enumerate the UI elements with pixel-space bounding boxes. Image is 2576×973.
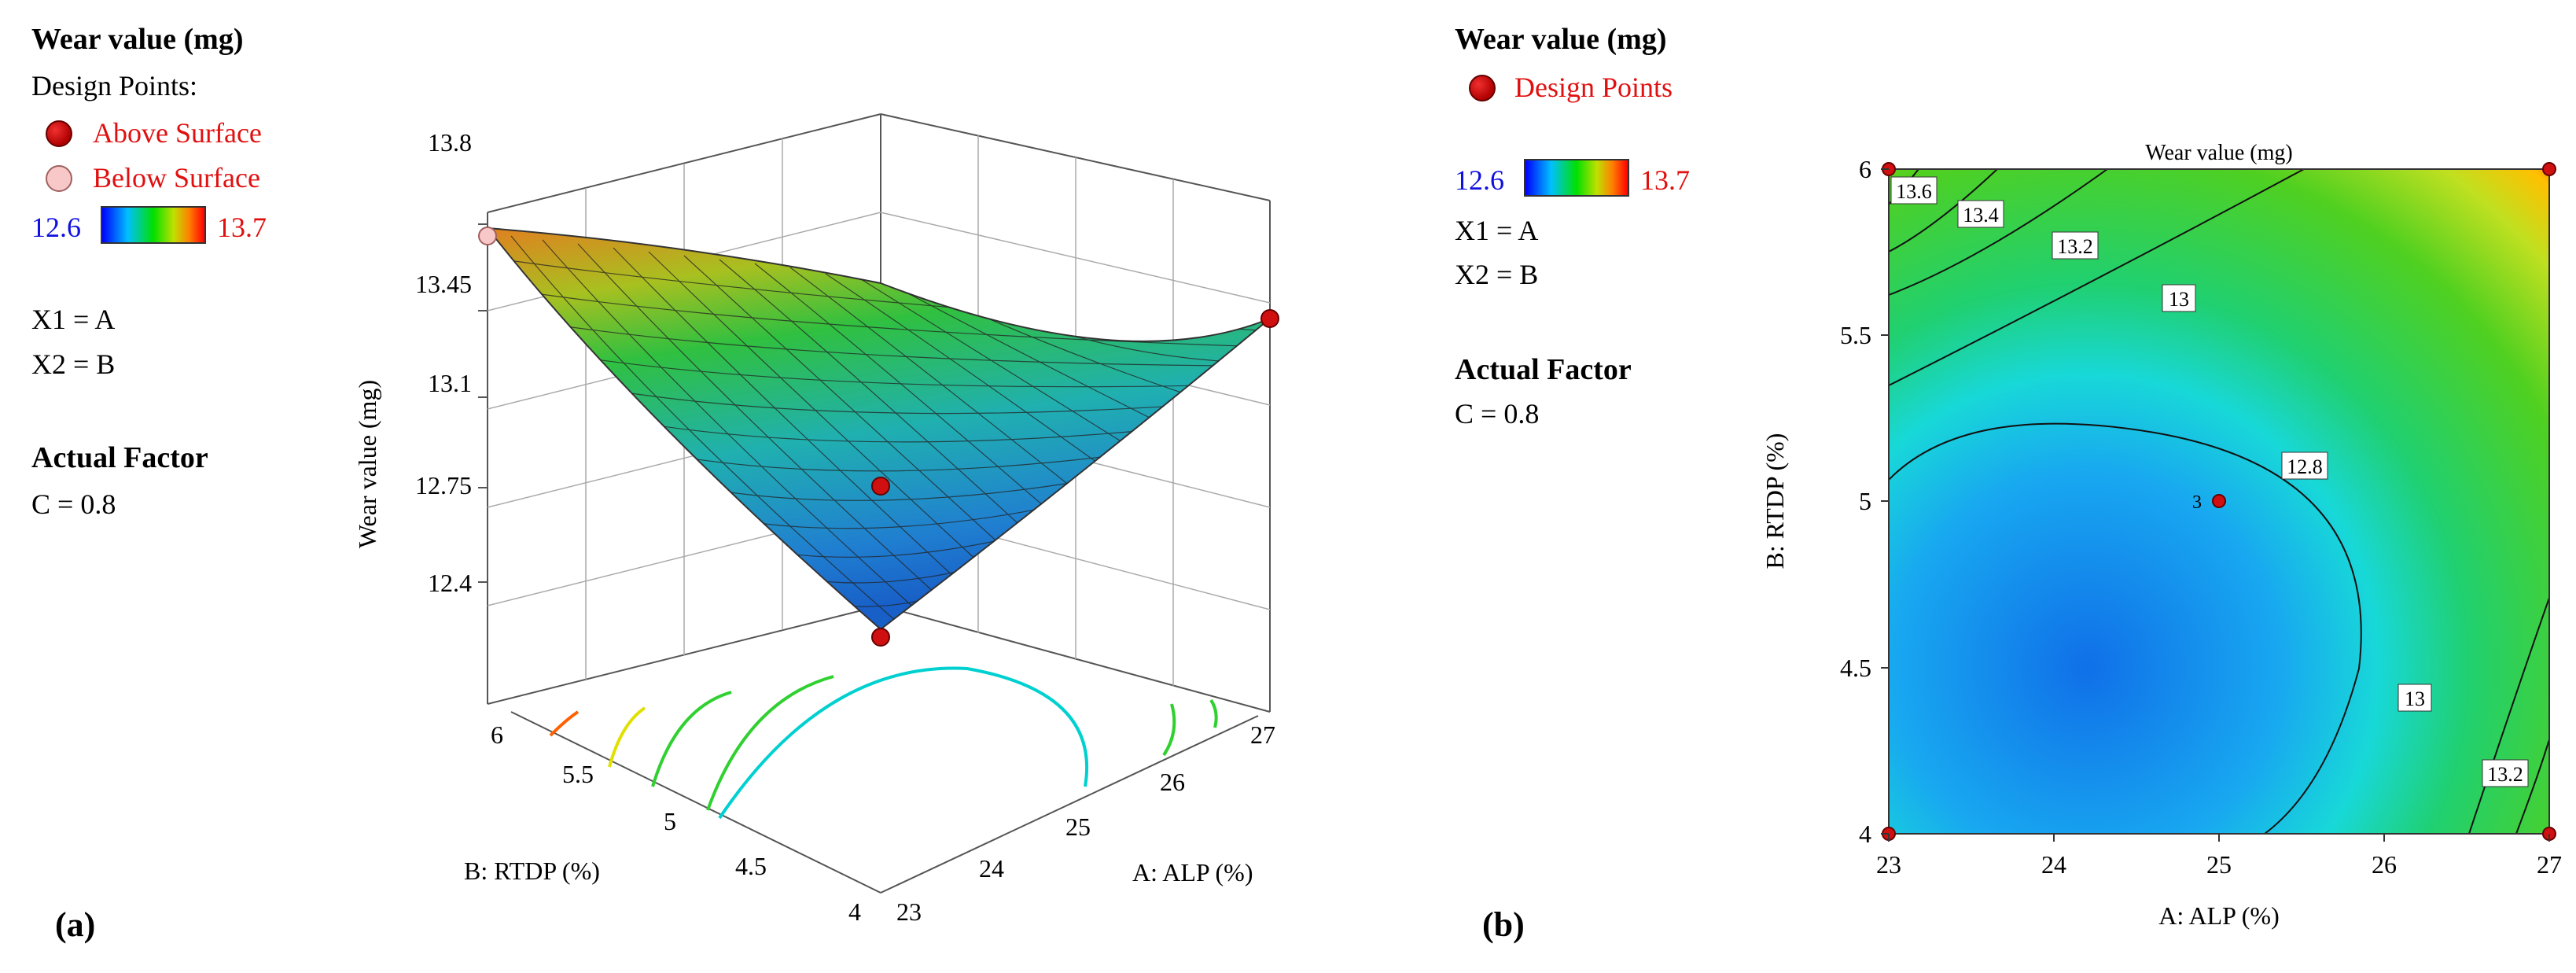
contour-label-box xyxy=(2281,451,2328,480)
y-tick: 5.5 xyxy=(562,760,594,788)
x-tick: 23 xyxy=(896,897,922,926)
x-tick: 26 xyxy=(1160,768,1185,796)
contour-label: 13 xyxy=(2169,288,2189,311)
contour-label: 13.4 xyxy=(1963,204,1999,227)
panel-b-label: (b) xyxy=(1482,905,1525,944)
x-tick: 24 xyxy=(2041,850,2066,879)
legend-a-actual-factor: C = 0.8 xyxy=(31,488,116,520)
legend-b-design-points: Design Points xyxy=(1514,72,1673,103)
z-tick: 12.75 xyxy=(415,471,472,499)
y-tick: 5 xyxy=(1859,487,1871,515)
x-axis-label: A: ALP (%) xyxy=(2158,901,2279,930)
contour-plot-svg: 13.6 13.4 13.2 13 12.8 13 13.2 Wear valu… xyxy=(1761,141,2562,930)
legend-a-color-min: 12.6 xyxy=(31,212,81,243)
response-surface xyxy=(485,227,1271,631)
legend-b-actual-factor-title: Actual Factor xyxy=(1455,353,1632,386)
legend-b-title: Wear value (mg) xyxy=(1455,23,1667,56)
y-axis-label: B: RTDP (%) xyxy=(464,857,600,885)
z-tick: 12.4 xyxy=(428,569,472,597)
contour-label-box xyxy=(2482,759,2529,787)
legend-b-x1: X1 = A xyxy=(1455,215,1539,246)
y-axis-label: B: RTDP (%) xyxy=(1761,433,1789,569)
tick-marks xyxy=(1881,168,2550,842)
tick-marks xyxy=(478,223,488,583)
contour-title: Wear value (mg) xyxy=(2145,141,2292,165)
legend-a-above: Above Surface xyxy=(93,117,262,149)
surface-plot-svg: 13.8 13.45 13.1 12.75 12.4 Wear value (m… xyxy=(353,113,1279,926)
z-tick: 13.1 xyxy=(428,369,472,397)
x-tick: 27 xyxy=(1250,721,1275,749)
legend-a-colorbar xyxy=(101,206,206,244)
z-axis-label: Wear value (mg) xyxy=(353,380,381,548)
contour-label: 13.6 xyxy=(1896,180,1932,203)
z-tick: 13.45 xyxy=(415,270,472,298)
y-tick: 6 xyxy=(491,721,503,749)
design-point xyxy=(871,628,890,647)
y-tick: 4.5 xyxy=(1840,654,1871,682)
legend-b-x2: X2 = B xyxy=(1455,259,1539,290)
design-points-marker xyxy=(1469,75,1496,101)
base-contours xyxy=(549,666,1218,820)
legend-b-actual-factor: C = 0.8 xyxy=(1455,398,1540,429)
design-point xyxy=(2542,162,2556,176)
legend-a-x1: X1 = A xyxy=(31,304,116,335)
contour-label: 12.8 xyxy=(2287,455,2323,478)
below-surface-marker xyxy=(46,165,72,192)
design-point xyxy=(2212,494,2226,508)
x-tick: 25 xyxy=(2206,850,2232,879)
y-tick: 4.5 xyxy=(735,852,767,880)
legend-a-actual-factor-title: Actual Factor xyxy=(31,441,208,474)
y-tick: 6 xyxy=(1859,155,1871,183)
design-point xyxy=(1260,309,1279,328)
design-point xyxy=(871,477,890,496)
center-point-count: 3 xyxy=(2192,492,2202,513)
legend-a-color-max: 13.7 xyxy=(217,212,267,243)
x-tick: 27 xyxy=(2537,850,2562,879)
z-tick: 13.8 xyxy=(428,128,472,157)
x-tick: 26 xyxy=(2372,850,2397,879)
contour-lines xyxy=(1889,169,2549,834)
legend-a-title: Wear value (mg) xyxy=(31,23,244,56)
contour-label-box xyxy=(2162,284,2196,312)
above-surface-marker xyxy=(46,120,72,147)
legend-a-x2: X2 = B xyxy=(31,348,116,380)
contour-label-box xyxy=(2052,231,2099,260)
y-tick: 5.5 xyxy=(1840,321,1871,349)
contour-label-box xyxy=(1890,176,1938,205)
legend-b-color-max: 13.7 xyxy=(1640,164,1690,196)
y-tick: 4 xyxy=(1859,820,1871,848)
legend-a-below: Below Surface xyxy=(93,162,260,193)
x-tick: 23 xyxy=(1876,850,1901,879)
y-tick: 4 xyxy=(848,897,861,926)
x-axis-label: A: ALP (%) xyxy=(1132,858,1253,886)
x-tick: 25 xyxy=(1065,813,1091,841)
legend-b-color-min: 12.6 xyxy=(1455,164,1504,196)
contour-label: 13 xyxy=(2405,687,2425,710)
contour-label-box xyxy=(1957,200,2004,228)
contour-label: 13.2 xyxy=(2057,235,2093,258)
panel-a-label: (a) xyxy=(55,905,96,944)
contour-label-group: 13.6 13.4 13.2 13 12.8 13 13.2 xyxy=(1890,176,2529,787)
y-tick: 5 xyxy=(664,807,676,835)
contour-label-box xyxy=(2398,684,2432,712)
legend-b-colorbar xyxy=(1524,159,1629,197)
design-point xyxy=(478,227,497,245)
legend-a-design-points: Design Points: xyxy=(31,70,198,101)
contour-label: 13.2 xyxy=(2487,763,2523,786)
x-tick: 24 xyxy=(979,854,1004,883)
